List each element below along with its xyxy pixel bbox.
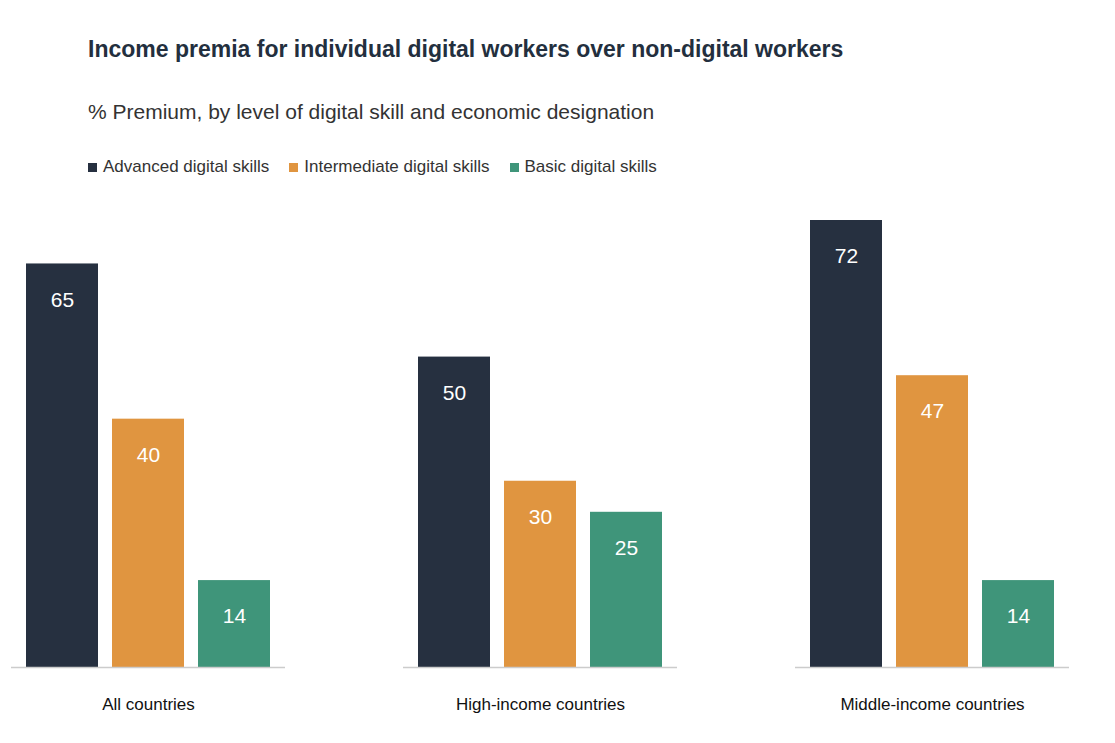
svg-text:Middle-income countries: Middle-income countries [840, 695, 1024, 714]
svg-text:High-income countries: High-income countries [456, 695, 625, 714]
html-text:Basic digital skills: Basic digital skills [524, 157, 657, 176]
svg-text:All countries: All countries [102, 695, 195, 714]
html-text:Intermediate digital skills: Intermediate digital skills [304, 157, 490, 176]
svg-text:47: 47 [921, 399, 944, 422]
html-text:% Premium, by level of digital: % Premium, by level of digital skill and… [88, 100, 655, 123]
svg-text:65: 65 [51, 288, 74, 311]
svg-text:25: 25 [615, 536, 638, 559]
svg-text:50: 50 [443, 381, 466, 404]
svg-text:72: 72 [835, 244, 858, 267]
html-text:Income premia for individual d: Income premia for individual digital wor… [88, 36, 844, 62]
svg-text:14: 14 [223, 604, 247, 627]
svg-text:14: 14 [1007, 604, 1031, 627]
svg-text:30: 30 [529, 505, 552, 528]
svg-text:40: 40 [137, 443, 160, 466]
html-text:Advanced digital skills: Advanced digital skills [103, 157, 270, 176]
